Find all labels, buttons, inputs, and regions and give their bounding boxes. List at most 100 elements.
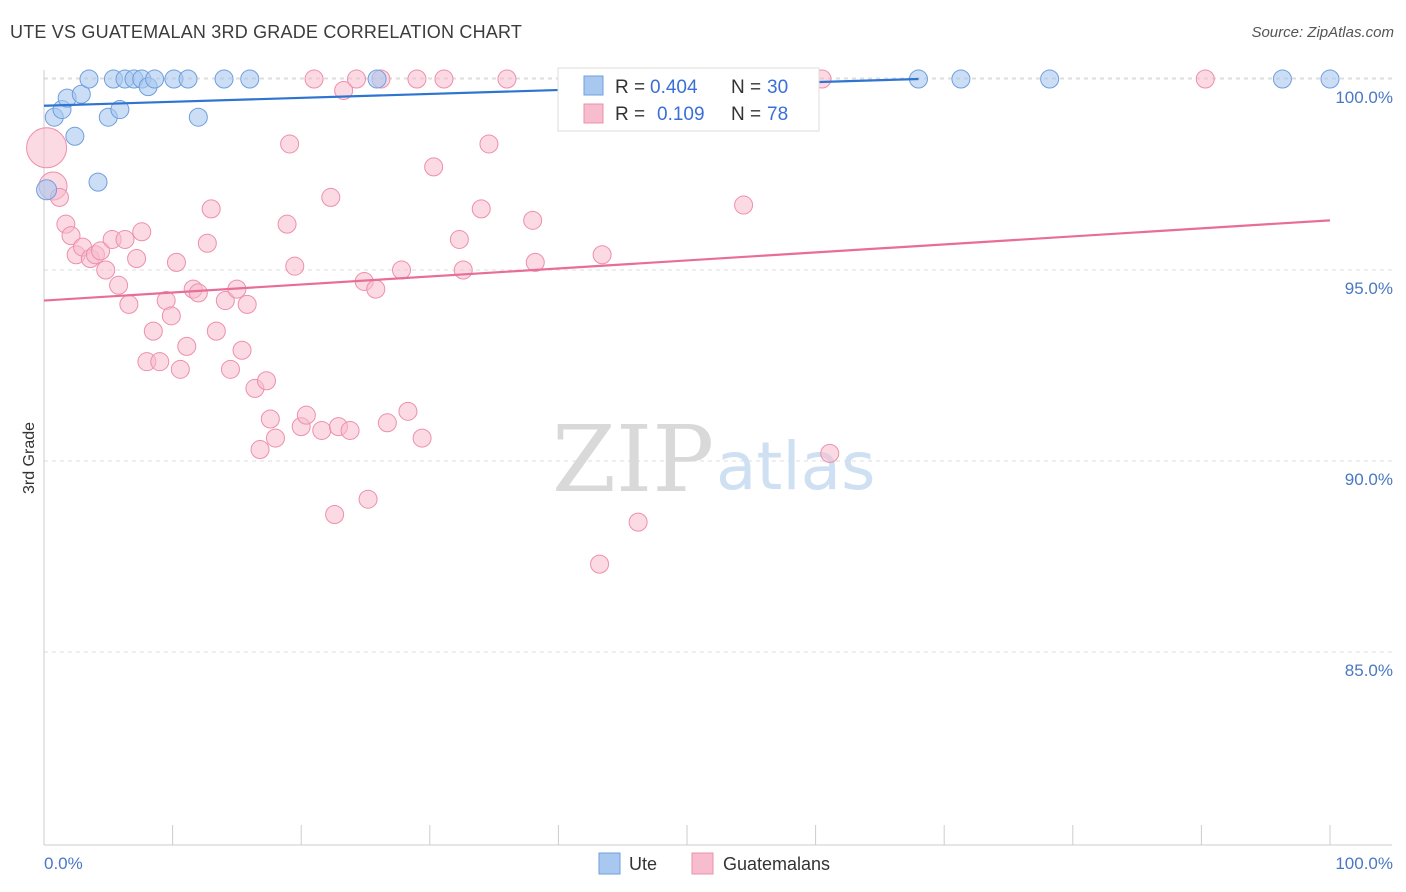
watermark: ZIP atlas bbox=[552, 406, 876, 513]
guatemalans-point bbox=[237, 294, 257, 314]
ute-point bbox=[178, 69, 198, 89]
guatemalans-point bbox=[280, 134, 300, 154]
source-label: Source: ZipAtlas.com bbox=[1251, 24, 1394, 41]
ute-point bbox=[240, 69, 260, 89]
guatemalans-r-value: 0.109 bbox=[657, 104, 705, 125]
ute-n-value: 30 bbox=[767, 77, 788, 98]
ute-point bbox=[110, 100, 130, 120]
guatemalans-point bbox=[206, 321, 226, 341]
guatemalans-point bbox=[321, 187, 341, 207]
guatemalans-point bbox=[590, 554, 610, 574]
guatemalans-point bbox=[220, 359, 240, 379]
ute-n-label: N = bbox=[731, 77, 761, 98]
guatemalans-point bbox=[201, 199, 221, 219]
guatemalans-point bbox=[197, 233, 217, 253]
guatemalans-point bbox=[109, 275, 129, 295]
guatemalans-n-value: 78 bbox=[767, 104, 788, 125]
y-tick-label: 90.0% bbox=[1345, 470, 1393, 489]
chart-title: UTE VS GUATEMALAN 3RD GRADE CORRELATION … bbox=[10, 22, 523, 42]
guatemalans-point bbox=[392, 260, 412, 280]
guatemalans-point bbox=[285, 256, 305, 276]
ute-series-label: Ute bbox=[629, 854, 657, 874]
ute-point bbox=[1272, 69, 1292, 89]
y-tick-labels: 85.0% 90.0% 95.0% 100.0% bbox=[1335, 88, 1393, 680]
guatemalans-point bbox=[161, 306, 181, 326]
guatemalans-point bbox=[296, 405, 316, 425]
ute-point bbox=[367, 69, 387, 89]
guatemalans-point bbox=[188, 283, 208, 303]
guatemalans-point bbox=[628, 512, 648, 532]
guatemalans-legend-swatch bbox=[583, 103, 604, 124]
guatemalans-point bbox=[132, 222, 152, 242]
guatemalans-point bbox=[412, 428, 432, 448]
ute-point bbox=[145, 69, 165, 89]
ute-point bbox=[71, 84, 91, 104]
ute-point bbox=[79, 69, 99, 89]
guatemalans-point bbox=[91, 241, 111, 261]
grid-lines bbox=[44, 77, 1392, 653]
guatemalans-point bbox=[366, 279, 386, 299]
guatemalans-point bbox=[232, 340, 252, 360]
guatemalans-point bbox=[358, 489, 378, 509]
y-axis-label: 3rd Grade bbox=[21, 422, 38, 494]
ute-series-swatch bbox=[598, 852, 621, 875]
ute-point bbox=[36, 179, 58, 201]
guatemalans-point bbox=[215, 291, 235, 311]
x-tick-label-min: 0.0% bbox=[44, 854, 83, 873]
ute-point bbox=[214, 69, 234, 89]
guatemalans-point bbox=[127, 249, 147, 269]
ute-point bbox=[65, 126, 85, 146]
x-ticks bbox=[43, 825, 1331, 845]
ute-legend-swatch bbox=[583, 75, 604, 96]
guatemalans-point bbox=[177, 336, 197, 356]
guatemalans-point bbox=[453, 260, 473, 280]
guatemalans-point bbox=[398, 401, 418, 421]
guatemalans-series-swatch bbox=[691, 852, 714, 875]
guatemalans-point bbox=[346, 69, 366, 89]
guatemalans-series-label: Guatemalans bbox=[723, 854, 830, 874]
ute-r-value: 0.404 bbox=[650, 77, 698, 98]
guatemalans-point bbox=[334, 80, 354, 100]
guatemalans-point bbox=[277, 214, 297, 234]
guatemalans-point bbox=[143, 321, 163, 341]
ute-point bbox=[188, 107, 208, 127]
guatemalans-n-label: N = bbox=[731, 104, 761, 125]
guatemalans-point bbox=[170, 359, 190, 379]
guatemalans-point bbox=[449, 229, 469, 249]
guatemalans-trend-line bbox=[43, 219, 1331, 302]
watermark-atlas: atlas bbox=[716, 428, 876, 505]
ute-point bbox=[951, 69, 971, 89]
guatemalans-point bbox=[265, 428, 285, 448]
guatemalans-point bbox=[592, 245, 612, 265]
guatemalans-point bbox=[96, 260, 116, 280]
guatemalans-point bbox=[1195, 69, 1215, 89]
guatemalans-point bbox=[166, 252, 186, 272]
guatemalans-point bbox=[61, 226, 81, 246]
guatemalans-point bbox=[424, 157, 444, 177]
guatemalans-point bbox=[407, 69, 427, 89]
guatemalans-point bbox=[523, 210, 543, 230]
guatemalans-point bbox=[312, 420, 332, 440]
guatemalans-point bbox=[525, 252, 545, 272]
watermark-zip: ZIP bbox=[552, 406, 714, 513]
y-tick-label: 85.0% bbox=[1345, 661, 1393, 680]
ute-point bbox=[1320, 69, 1340, 89]
ute-r-label: R = bbox=[615, 77, 645, 98]
series-legend: Ute Guatemalans bbox=[598, 852, 830, 875]
y-tick-label: 100.0% bbox=[1335, 88, 1393, 107]
guatemalans-point bbox=[256, 371, 276, 391]
guatemalans-point bbox=[377, 413, 397, 433]
x-tick-label-max: 100.0% bbox=[1335, 854, 1393, 873]
guatemalans-point bbox=[820, 443, 840, 463]
y-tick-label: 95.0% bbox=[1345, 279, 1393, 298]
ute-point bbox=[88, 172, 108, 192]
guatemalans-point bbox=[471, 199, 491, 219]
guatemalans-point bbox=[250, 440, 270, 460]
guatemalans-point bbox=[340, 420, 360, 440]
guatemalans-r-label: R = bbox=[615, 104, 645, 125]
guatemalans-point bbox=[115, 229, 135, 249]
guatemalans-point bbox=[479, 134, 499, 154]
guatemalans-point bbox=[119, 294, 139, 314]
guatemalans-point bbox=[497, 69, 517, 89]
